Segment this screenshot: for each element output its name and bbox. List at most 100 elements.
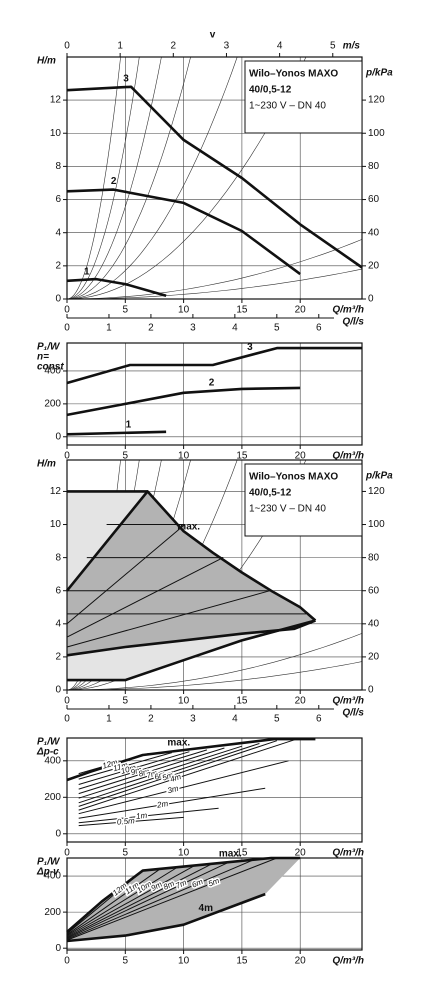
curve xyxy=(66,859,254,940)
x-tick-label: 0 xyxy=(64,696,70,707)
curve xyxy=(78,745,243,799)
x-tick-label: 0 xyxy=(64,848,70,859)
x-tick-label: 10 xyxy=(178,696,190,707)
x2-tick-label: 2 xyxy=(171,41,177,52)
x3-tick-label: 6 xyxy=(316,323,322,334)
system-curve xyxy=(67,268,363,300)
plot-frame xyxy=(66,857,363,951)
plot-frame xyxy=(66,56,363,300)
curve xyxy=(67,619,316,682)
x-tick-label: 20 xyxy=(295,848,307,859)
curve xyxy=(66,862,214,938)
x3-tick-label: 3 xyxy=(190,714,196,725)
x3-tick-label: 0 xyxy=(64,714,70,725)
curve xyxy=(66,866,179,937)
y-tick-label: 0 xyxy=(55,685,61,696)
curve xyxy=(66,524,186,625)
curve xyxy=(78,753,149,775)
curve xyxy=(66,85,363,269)
curve xyxy=(66,619,316,657)
x3-tick-label: 4 xyxy=(232,714,238,725)
x-tick-label: 10 xyxy=(178,956,190,967)
curve-label: 1 xyxy=(126,419,132,430)
y2-tick-label: 40 xyxy=(368,618,380,629)
info-text: Wilo–Yonos MAXO xyxy=(249,472,338,483)
x2-tick-label: 3 xyxy=(224,41,230,52)
y-tick-label: 400 xyxy=(44,871,61,882)
x-axis-label: Q/m³/h xyxy=(332,848,364,859)
y-axis-label: H/m xyxy=(37,459,56,470)
curve-label: 2 xyxy=(111,176,117,187)
info-text: 40/0,5-12 xyxy=(249,85,292,96)
y-tick-label: 6 xyxy=(55,585,61,596)
y-tick-label: 0 xyxy=(55,943,61,954)
y-axis-label: P₁/W xyxy=(37,857,61,868)
x3-tick-label: 1 xyxy=(106,714,112,725)
y-tick-label: 0 xyxy=(55,828,61,839)
curve xyxy=(65,490,317,622)
y2-tick-label: 100 xyxy=(368,519,385,530)
x-tick-label: 10 xyxy=(178,451,190,462)
y-tick-label: 200 xyxy=(44,792,61,803)
curve xyxy=(78,749,208,790)
curve-label: max. xyxy=(167,737,190,748)
curve xyxy=(66,386,301,417)
x2-axis-unit: m/s xyxy=(343,41,361,52)
x3-axis-label: Q/l/s xyxy=(342,708,364,719)
plot-frame xyxy=(66,737,363,843)
curve xyxy=(66,861,231,939)
system-curve xyxy=(66,56,238,300)
system-curve xyxy=(66,56,162,300)
x3-tick-label: 4 xyxy=(232,323,238,334)
y-tick-label: 0 xyxy=(55,431,61,442)
curve-label: 3 xyxy=(247,342,253,353)
x2-tick-label: 0 xyxy=(64,41,70,52)
y2-tick-label: 0 xyxy=(368,294,374,305)
y-tick-label: 4 xyxy=(55,618,61,629)
y-tick-label: 12 xyxy=(50,486,62,497)
y-axis-label: Δp-c xyxy=(36,747,59,758)
x-axis-label: Q/m³/h xyxy=(332,956,364,967)
system-curve xyxy=(67,661,363,691)
y2-tick-label: 80 xyxy=(368,161,380,172)
curve xyxy=(66,557,224,638)
y2-axis-label: p/kPa xyxy=(365,471,393,482)
x-tick-label: 5 xyxy=(123,305,129,316)
curve-label: 1 xyxy=(84,266,90,277)
curve-label: 4m xyxy=(199,903,214,914)
x3-tick-label: 2 xyxy=(148,323,154,334)
y-tick-label: 200 xyxy=(44,399,61,410)
x3-tick-label: 5 xyxy=(274,323,280,334)
curve xyxy=(78,807,219,824)
y-tick-label: 12 xyxy=(50,95,62,106)
curve xyxy=(66,864,196,937)
curve-label: 3 xyxy=(123,74,129,85)
y2-tick-label: 0 xyxy=(368,685,374,696)
curve xyxy=(66,346,362,385)
curve-label: 2 xyxy=(209,378,215,389)
y-tick-label: 8 xyxy=(55,552,61,563)
x-tick-label: 10 xyxy=(178,305,190,316)
system-curve xyxy=(66,56,121,300)
curve-label: 2m xyxy=(155,799,169,810)
curve xyxy=(66,857,278,941)
curve xyxy=(66,892,266,943)
y2-tick-label: 60 xyxy=(368,585,380,596)
x3-tick-label: 0 xyxy=(64,323,70,334)
y-tick-label: 4 xyxy=(55,227,61,238)
x-tick-label: 15 xyxy=(236,451,248,462)
x2-tick-label: 1 xyxy=(117,41,123,52)
x-tick-label: 20 xyxy=(295,696,307,707)
x-tick-label: 0 xyxy=(64,956,70,967)
x-tick-label: 15 xyxy=(236,696,248,707)
curve-label: 0.5m xyxy=(117,816,136,826)
curve xyxy=(78,747,225,795)
system-curve xyxy=(66,56,191,300)
y-axis-label: P₁/W xyxy=(37,342,61,353)
x2-axis-label: v xyxy=(210,30,216,41)
info-text: 40/0,5-12 xyxy=(249,488,292,499)
x-tick-label: 5 xyxy=(123,848,129,859)
x-tick-label: 0 xyxy=(64,305,70,316)
x-tick-label: 5 xyxy=(123,956,129,967)
y2-tick-label: 100 xyxy=(368,128,385,139)
